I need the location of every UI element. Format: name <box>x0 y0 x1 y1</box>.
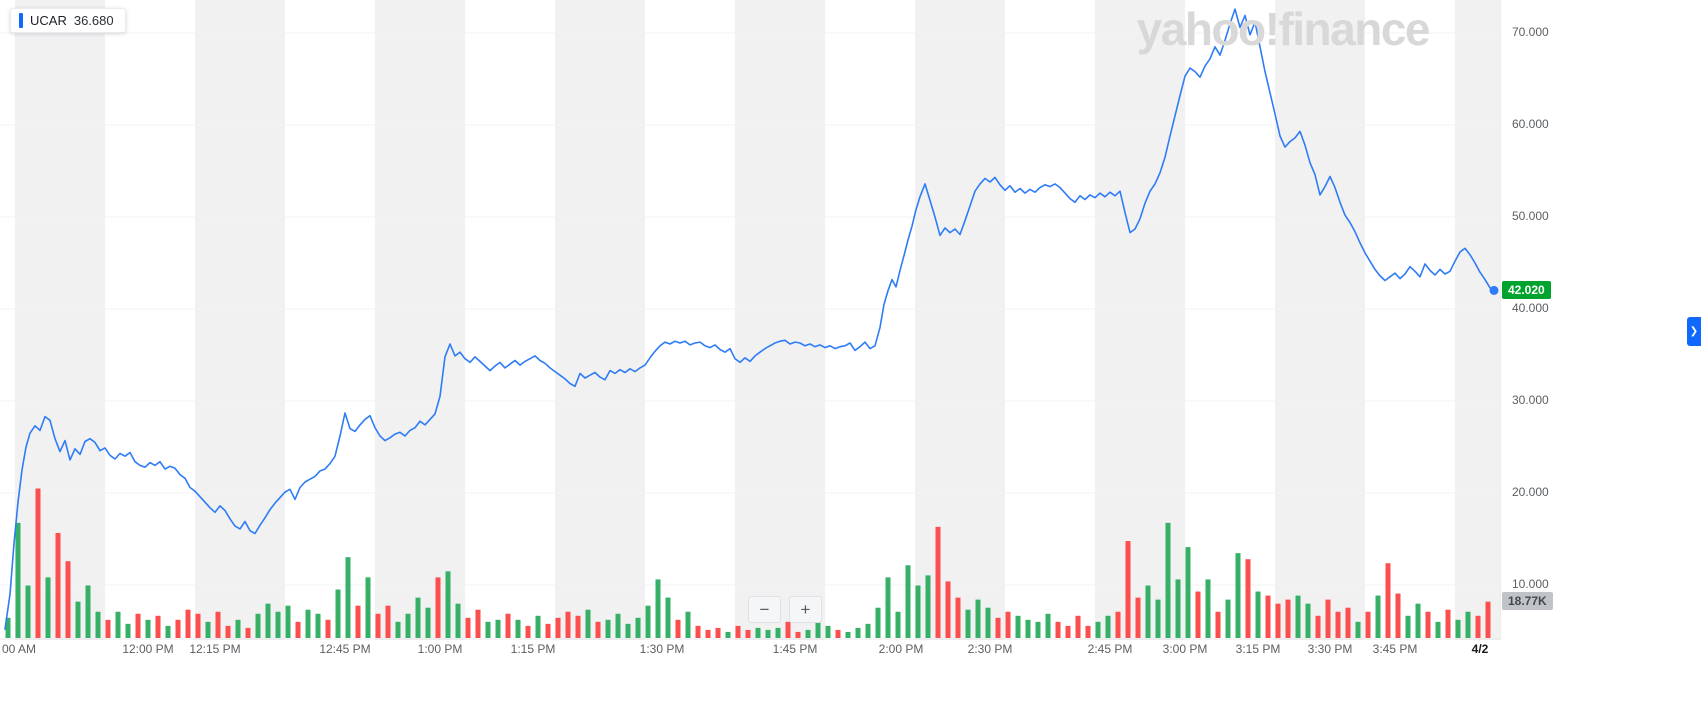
y-tick-label: 60.000 <box>1512 117 1549 131</box>
chart-canvas[interactable] <box>0 0 1500 640</box>
y-tick-label: 70.000 <box>1512 25 1549 39</box>
y-tick-label: 40.000 <box>1512 301 1549 315</box>
zoom-out-button[interactable]: − <box>748 596 781 623</box>
x-tick-label: 2:00 PM <box>878 642 924 656</box>
symbol-legend[interactable]: UCAR 36.680 <box>10 8 126 33</box>
zoom-in-button[interactable]: + <box>789 596 822 623</box>
expand-panel-button[interactable]: ❯ <box>1687 317 1701 346</box>
legend-color-bar-icon <box>19 13 23 28</box>
x-tick-label: 3:15 PM <box>1235 642 1281 656</box>
y-tick-label: 50.000 <box>1512 209 1549 223</box>
x-tick-label: 1:15 PM <box>510 642 556 656</box>
x-tick-label: 12:15 PM <box>189 642 241 656</box>
x-tick-label: 3:30 PM <box>1307 642 1353 656</box>
x-tick-label: 00 AM <box>2 642 37 656</box>
x-tick-label: 2:45 PM <box>1087 642 1133 656</box>
axis-separator <box>1500 0 1501 640</box>
y-tick-label: 10.000 <box>1512 577 1549 591</box>
x-axis: 00 AM 12:00 PM 12:15 PM 12:45 PM 1:00 PM 1:15… <box>0 642 1520 664</box>
zoom-controls: − + <box>748 596 822 623</box>
x-tick-label: 1:00 PM <box>417 642 463 656</box>
x-tick-label: 12:00 PM <box>122 642 174 656</box>
x-tick-label: 2:30 PM <box>967 642 1013 656</box>
x-tick-label: 3:45 PM <box>1372 642 1418 656</box>
y-tick-label: 20.000 <box>1512 485 1549 499</box>
last-volume-badge: 18.77K <box>1502 592 1553 610</box>
y-tick-label: 30.000 <box>1512 393 1549 407</box>
legend-value: 36.680 <box>73 13 114 28</box>
last-price-badge: 42.020 <box>1502 281 1551 299</box>
x-tick-label: 4/2 <box>1471 642 1489 656</box>
x-tick-label: 1:30 PM <box>639 642 685 656</box>
x-tick-label: 3:00 PM <box>1162 642 1208 656</box>
yahoo-finance-watermark: yahoo!finance <box>1136 3 1431 55</box>
y-axis: 70.000 60.000 50.000 40.000 30.000 20.000 10.0… <box>1500 0 1701 640</box>
chevron-right-icon: ❯ <box>1689 326 1699 337</box>
x-tick-label: 12:45 PM <box>319 642 371 656</box>
legend-symbol: UCAR <box>30 13 67 28</box>
x-tick-label: 1:45 PM <box>772 642 818 656</box>
